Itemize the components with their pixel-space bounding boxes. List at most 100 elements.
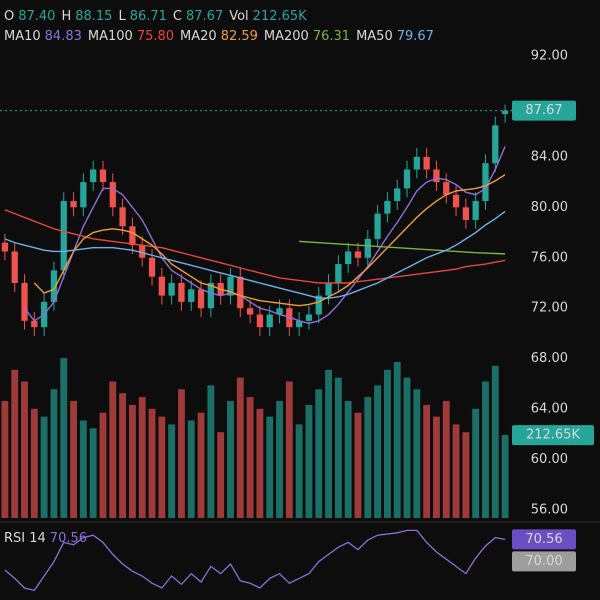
candle-body [374, 213, 381, 239]
rsi-line [4, 529, 506, 592]
candle-body [354, 251, 362, 258]
volume-bar [364, 397, 372, 518]
ohlc-value: 87.40 [18, 9, 55, 24]
ohlc-name: L [118, 9, 126, 24]
volume-bar [178, 389, 185, 518]
legend-value: 82.59 [221, 29, 258, 44]
candle-body [178, 283, 185, 302]
volume-bar [1, 401, 9, 518]
candle-body [315, 295, 322, 315]
legend-value: 75.80 [137, 29, 174, 44]
candle-body [139, 245, 146, 258]
candle-body [433, 169, 440, 183]
rsi-level-box [512, 551, 576, 572]
y-tick-label: 80.00 [531, 200, 568, 215]
last-volume-box [512, 425, 594, 446]
ma-line [4, 209, 506, 284]
candle-body [90, 169, 97, 183]
candle-body [256, 314, 264, 328]
volume-bar [383, 369, 391, 518]
candle-body [158, 276, 165, 296]
volume-bar [158, 416, 166, 518]
rsi-plot [4, 529, 506, 592]
ohlc-name: Vol [229, 9, 248, 24]
legend-name: MA50 [356, 29, 393, 44]
volume-bar [462, 432, 470, 518]
y-tick-label: 68.00 [531, 351, 568, 366]
candle-body [276, 308, 283, 315]
candle-body [394, 188, 401, 202]
ma-line [33, 174, 506, 307]
candle-body [1, 242, 9, 252]
candle-body [21, 283, 28, 321]
legend-value: 79.67 [397, 29, 434, 44]
volume-bar [60, 358, 68, 518]
candle-body [403, 169, 411, 189]
volume-bar [227, 401, 234, 518]
rsi-value-label: 70.56 [525, 532, 562, 547]
candle-body [11, 251, 18, 283]
candle-body [423, 156, 430, 170]
candle-body [99, 169, 107, 183]
volume-bar [423, 404, 431, 518]
volume-bar [11, 369, 19, 518]
candle-body [325, 283, 332, 296]
candle-body [50, 270, 58, 302]
volume-bar [50, 389, 58, 518]
candle-body [129, 226, 136, 246]
volume-bar [472, 408, 480, 518]
volume-bar [482, 381, 489, 518]
volume-bar [344, 401, 352, 518]
legend-name: MA10 [4, 29, 41, 44]
ohlc-name: H [61, 9, 71, 24]
rsi-value: 70.56 [50, 531, 87, 546]
volume-bar [138, 397, 146, 518]
volume-bar [501, 435, 509, 518]
candle-body [345, 251, 352, 265]
ohlc-value: 88.15 [75, 9, 112, 24]
candle-body [197, 289, 205, 309]
ma-legend: MA10 84.83 MA100 75.80 MA20 82.59 MA200 76.31 MA… [4, 29, 434, 44]
candle-body [246, 308, 254, 315]
candle-body [384, 201, 391, 214]
ohlc-name: O [4, 9, 14, 24]
volume-bar [148, 408, 156, 518]
last-price-label: 87.67 [525, 103, 562, 118]
volume-bar [452, 424, 460, 518]
volume-bar [354, 412, 362, 518]
candle-body [295, 320, 303, 328]
volume-bar [70, 401, 77, 518]
volume-bar [40, 416, 48, 518]
volume-bar [305, 404, 313, 518]
rsi-name: RSI 14 [4, 531, 46, 546]
volume-bar [393, 362, 401, 518]
volume-bar [109, 381, 117, 518]
volume-bar [30, 408, 38, 518]
volume-bar [403, 377, 411, 518]
volume-bar [89, 428, 97, 518]
candle-body [60, 201, 67, 271]
candle-body [501, 110, 509, 115]
candle-body [109, 182, 116, 208]
ohlc-value: 86.71 [130, 9, 167, 24]
candle-body [70, 201, 77, 208]
volume-bar [276, 401, 283, 518]
y-tick-label: 84.00 [531, 149, 568, 164]
volume-bar [374, 385, 382, 518]
ohlc-name: C [173, 9, 182, 24]
volume-bar [217, 432, 225, 518]
candle-body [413, 156, 420, 170]
y-tick-label: 76.00 [531, 250, 568, 265]
ma-line [299, 240, 506, 255]
legend-name: MA200 [264, 29, 309, 44]
candle-body [227, 276, 234, 296]
volume-bar [21, 381, 28, 518]
y-tick-label: 60.00 [531, 452, 568, 467]
rsi-value-box [512, 529, 576, 550]
ohlc-value: 87.67 [186, 9, 223, 24]
ma-line [4, 210, 506, 299]
candle-body [472, 201, 479, 220]
ma-line [23, 146, 506, 325]
candle-body [119, 207, 126, 227]
volume-bar [256, 408, 264, 518]
